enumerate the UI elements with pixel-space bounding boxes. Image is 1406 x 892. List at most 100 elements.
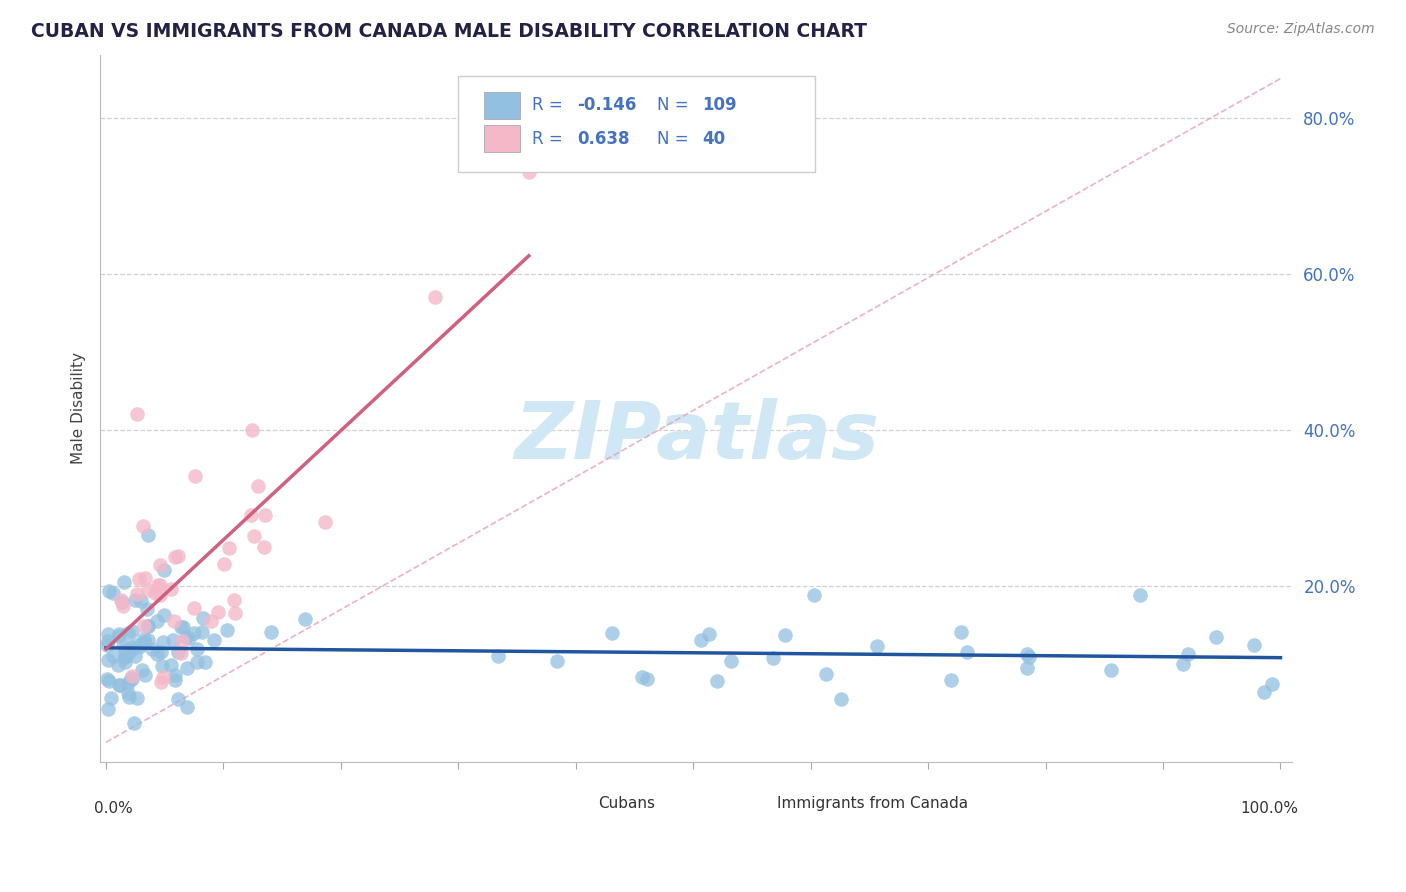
Point (165, 673, 187, 687)
FancyBboxPatch shape (484, 92, 520, 119)
Point (146, 648, 169, 662)
Point (153, 607, 176, 622)
Point (120, 640, 142, 654)
Point (118, 645, 141, 659)
Point (108, 627, 131, 641)
Point (170, 634, 193, 648)
Y-axis label: Male Disability: Male Disability (72, 352, 86, 465)
Point (160, 582, 183, 597)
Point (636, 672, 658, 686)
Point (121, 668, 143, 682)
Point (183, 601, 205, 615)
Point (167, 645, 190, 659)
Point (172, 620, 194, 634)
Point (720, 654, 742, 668)
Point (149, 644, 172, 658)
Point (97, 674, 120, 689)
Point (803, 588, 825, 602)
Point (97, 634, 120, 648)
Point (1171, 657, 1194, 672)
Point (174, 630, 197, 644)
Point (135, 602, 157, 616)
Point (1018, 649, 1040, 664)
Point (98, 584, 121, 599)
Point (141, 642, 163, 657)
Point (202, 632, 225, 647)
Point (170, 646, 193, 660)
Point (167, 549, 190, 563)
Point (939, 673, 962, 687)
Point (294, 612, 316, 626)
Point (170, 620, 193, 634)
Point (224, 592, 246, 607)
Point (138, 582, 160, 597)
Point (114, 650, 136, 665)
Point (218, 541, 240, 555)
Point (128, 572, 150, 586)
Point (830, 692, 852, 706)
Point (1243, 638, 1265, 652)
Point (160, 657, 183, 672)
Point (132, 635, 155, 649)
Point (121, 672, 143, 686)
Point (217, 624, 239, 638)
Point (129, 594, 152, 608)
Text: 0.638: 0.638 (576, 129, 630, 147)
Point (131, 519, 153, 533)
Point (773, 628, 796, 642)
Point (240, 423, 263, 437)
Point (690, 632, 713, 647)
Point (1017, 661, 1039, 675)
Point (114, 655, 136, 669)
Point (260, 624, 283, 639)
Point (214, 557, 236, 571)
Point (167, 692, 190, 706)
Point (125, 638, 148, 652)
Point (183, 625, 205, 640)
Point (131, 663, 153, 677)
Point (136, 528, 159, 542)
Point (1253, 685, 1275, 699)
Point (191, 625, 214, 640)
Point (1260, 677, 1282, 691)
Point (602, 625, 624, 640)
Point (423, 290, 446, 304)
Point (114, 642, 136, 657)
FancyBboxPatch shape (560, 794, 591, 814)
Point (103, 648, 125, 663)
Text: 40: 40 (702, 129, 725, 147)
Point (1017, 647, 1039, 661)
Point (866, 639, 889, 653)
Point (146, 615, 169, 629)
Point (162, 633, 184, 648)
Point (97, 702, 120, 716)
Text: -0.146: -0.146 (576, 96, 637, 114)
Point (120, 672, 142, 686)
Point (162, 614, 184, 628)
Text: ZIPatlas: ZIPatlas (513, 398, 879, 475)
Point (97, 627, 120, 641)
Point (149, 578, 172, 592)
Point (149, 558, 172, 573)
Point (117, 675, 139, 690)
Point (149, 675, 172, 690)
Point (815, 666, 838, 681)
Point (247, 478, 270, 492)
Point (132, 632, 155, 646)
Point (124, 648, 146, 663)
Text: 109: 109 (702, 96, 737, 114)
Point (150, 659, 173, 673)
Point (117, 686, 139, 700)
Point (152, 670, 174, 684)
Point (184, 468, 207, 483)
Text: CUBAN VS IMMIGRANTS FROM CANADA MALE DISABILITY CORRELATION CHART: CUBAN VS IMMIGRANTS FROM CANADA MALE DIS… (31, 22, 868, 41)
Point (107, 657, 129, 672)
Text: Source: ZipAtlas.com: Source: ZipAtlas.com (1227, 22, 1375, 37)
FancyBboxPatch shape (484, 125, 520, 152)
FancyBboxPatch shape (738, 794, 769, 814)
Point (112, 574, 135, 589)
Text: N =: N = (657, 96, 693, 114)
Point (314, 516, 336, 530)
Point (108, 678, 131, 692)
Point (1205, 630, 1227, 644)
